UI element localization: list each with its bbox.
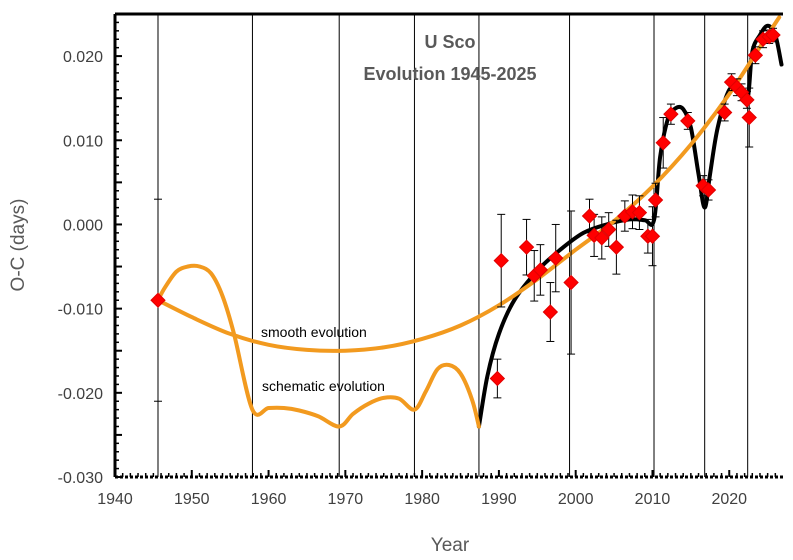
model-fit-curve [476, 23, 784, 429]
data-point-11 [594, 230, 610, 246]
y-tick-label-2: 0.000 [63, 217, 103, 234]
data-point-31 [747, 47, 764, 63]
data-point-0 [150, 292, 166, 308]
data-point-6 [542, 304, 559, 320]
data-point-13 [608, 239, 625, 255]
axis-ticks [115, 13, 777, 478]
data-point-7 [548, 250, 564, 266]
data-point-19 [647, 192, 664, 208]
chart-title-line-2: Evolution 1945-2025 [363, 64, 536, 84]
x-tick-label-1: 1950 [174, 491, 210, 508]
data-point-18 [644, 228, 661, 244]
annotation-smooth-evolution: smooth evolution [261, 324, 367, 340]
data-point-34 [765, 27, 781, 43]
data-point-24 [700, 182, 717, 198]
data-point-16 [631, 204, 648, 221]
data-point-9 [581, 208, 598, 224]
chart-title-line-1: U Sco [424, 32, 475, 52]
y-tick-label-3: -0.010 [58, 302, 103, 319]
data-point-8 [563, 274, 579, 291]
tick-labels: 1940 1950 1960 1970 1980 1990 2000 2010 2020 0.02… [58, 49, 748, 508]
x-tick-label-8: 2020 [711, 491, 747, 508]
data-point-12 [600, 221, 617, 238]
y-tick-label-1: 0.010 [63, 133, 103, 150]
x-tick-label-3: 1970 [328, 491, 364, 508]
x-tick-label-4: 1980 [404, 491, 440, 508]
y-tick-label-0: 0.020 [63, 49, 103, 66]
data-points [150, 27, 781, 387]
x-tick-label-2: 1960 [251, 491, 287, 508]
x-tick-label-7: 2010 [635, 491, 671, 508]
x-tick-label-6: 2000 [558, 491, 594, 508]
smooth-evolution-curve [156, 15, 782, 353]
data-point-30 [741, 109, 757, 126]
annotation-schematic-evolution: schematic evolution [262, 378, 385, 394]
x-tick-label-0: 1940 [97, 491, 133, 508]
x-axis-title: Year [431, 535, 470, 556]
curves [156, 15, 784, 429]
data-point-1 [489, 370, 506, 387]
plot-frame [113, 12, 783, 479]
data-point-3 [518, 239, 535, 255]
data-point-25 [716, 104, 733, 121]
data-point-5 [532, 262, 549, 278]
y-tick-label-4: -0.020 [58, 386, 103, 403]
data-point-21 [663, 106, 679, 122]
data-point-29 [739, 92, 755, 108]
data-point-20 [655, 135, 671, 151]
data-point-22 [680, 113, 696, 129]
y-tick-label-5: -0.030 [58, 470, 103, 487]
x-tick-label-5: 1990 [481, 491, 517, 508]
data-point-2 [493, 252, 509, 269]
schematic-evolution-curve [156, 263, 481, 429]
y-axis-title: O-C (days) [8, 199, 29, 292]
